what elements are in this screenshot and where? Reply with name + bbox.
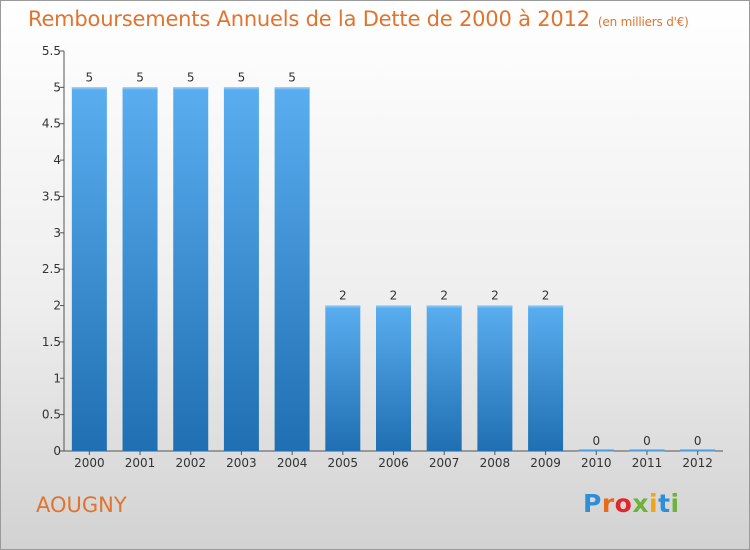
x-tick-label: 2002 [175, 456, 206, 470]
bar-value-label: 5 [136, 70, 144, 84]
y-tick-label: 3 [53, 226, 61, 240]
x-tick-label: 2001 [125, 456, 156, 470]
bar-value-label: 2 [390, 289, 398, 303]
y-tick-label: 4 [53, 153, 61, 167]
bar [376, 305, 411, 451]
bar-value-label: 5 [238, 70, 246, 84]
x-tick-label: 2005 [328, 456, 359, 470]
bar-value-label: 2 [491, 289, 499, 303]
bar-value-label: 2 [440, 289, 448, 303]
bar [426, 305, 462, 451]
bar-highlight [223, 87, 259, 90]
logo-letter: P [583, 489, 602, 518]
x-tick-label: 2000 [74, 456, 105, 470]
bar-value-label: 0 [694, 434, 702, 448]
bar-highlight [274, 87, 310, 90]
y-tick-label: 2 [53, 299, 61, 313]
bar [325, 305, 361, 451]
bar-highlight [426, 305, 462, 308]
y-tick-label: 4.5 [42, 117, 61, 131]
bar-highlight [477, 305, 513, 308]
x-tick-label: 2006 [378, 456, 409, 470]
logo-letter: o [614, 489, 633, 518]
logo-letter: i [670, 489, 680, 518]
bar [477, 305, 513, 451]
bar-value-label: 5 [187, 70, 195, 84]
x-tick-label: 2012 [682, 456, 713, 470]
y-tick-label: 0 [53, 444, 61, 458]
y-tick-label: 5.5 [42, 44, 61, 58]
x-tick-label: 2004 [277, 456, 308, 470]
chart-title-text: Remboursements Annuels de la Dette de 20… [28, 7, 590, 31]
logo-letter: i [649, 489, 659, 518]
bar-value-label: 5 [288, 70, 296, 84]
x-tick-label: 2003 [226, 456, 257, 470]
proxiti-logo: Proxiti [583, 489, 680, 518]
bar-highlight [376, 305, 411, 308]
bar-highlight [71, 87, 107, 90]
x-tick-label: 2008 [480, 456, 511, 470]
bar-highlight [325, 305, 361, 308]
bar-highlight [528, 305, 564, 308]
y-tick-label: 5 [53, 80, 61, 94]
bar [223, 87, 259, 451]
y-tick-label: 0.5 [42, 408, 61, 422]
y-tick-label: 3.5 [42, 189, 61, 203]
x-tick-label: 2009 [530, 456, 561, 470]
bar-value-label: 0 [643, 434, 651, 448]
x-tick-label: 2011 [632, 456, 663, 470]
bar-highlight [173, 87, 209, 90]
y-tick-label: 1.5 [42, 335, 61, 349]
bar [274, 87, 310, 451]
unit-note: (en milliers d'€) [597, 15, 689, 29]
bar [122, 87, 158, 451]
bar [71, 87, 107, 451]
bar-highlight [122, 87, 158, 90]
logo-letter: t [658, 489, 671, 518]
logo-letter: x [632, 489, 649, 518]
chart-title: Remboursements Annuels de la Dette de 20… [28, 7, 689, 31]
bar-value-label: 2 [542, 289, 550, 303]
bar [528, 305, 564, 451]
logo-letter: r [601, 489, 615, 518]
bar [173, 87, 209, 451]
bar-value-label: 0 [592, 434, 600, 448]
bar-value-label: 2 [339, 289, 347, 303]
bar-value-label: 5 [86, 70, 94, 84]
y-tick-label: 2.5 [42, 262, 61, 276]
y-tick-label: 1 [53, 371, 61, 385]
commune-name: AOUGNY [36, 493, 127, 517]
x-tick-label: 2007 [429, 456, 460, 470]
x-tick-label: 2010 [581, 456, 612, 470]
